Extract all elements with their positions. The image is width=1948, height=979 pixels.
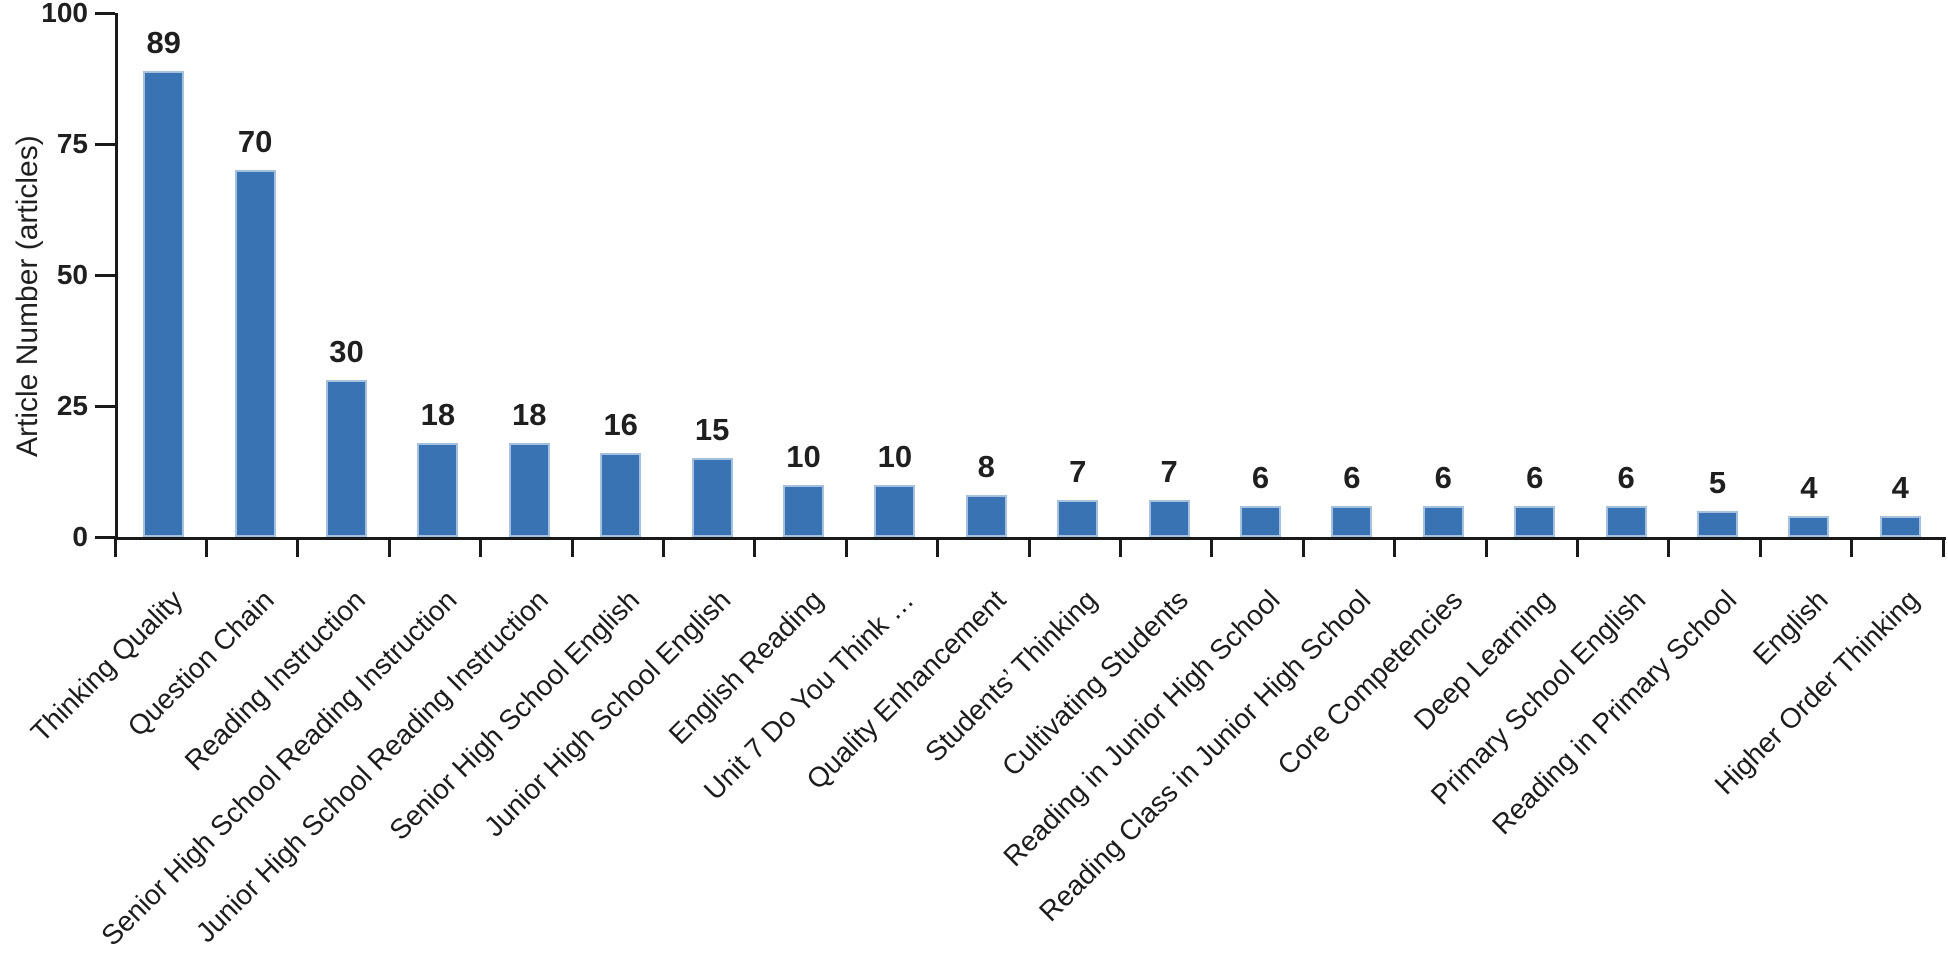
bar (1057, 500, 1099, 537)
bar (1697, 510, 1738, 537)
bar-value-label: 7 (1160, 454, 1178, 490)
bar-value-label: 5 (1708, 464, 1727, 500)
bar-value-label: 15 (694, 412, 730, 448)
bar-value-label: 18 (512, 396, 547, 432)
x-axis-tick (753, 537, 757, 557)
y-axis-tick-label: 100 (41, 0, 88, 28)
bar (1879, 516, 1921, 537)
bar-value-label: 6 (1526, 459, 1544, 495)
bar-value-label: 6 (1343, 459, 1361, 495)
bar-value-label: 10 (786, 438, 821, 474)
bar (1514, 505, 1556, 537)
bar (691, 458, 733, 537)
bar-value-label: 4 (1800, 470, 1818, 506)
bar-value-label: 8 (977, 449, 995, 485)
bar-value-label: 6 (1617, 459, 1635, 495)
bar-value-label: 16 (603, 407, 638, 443)
y-axis-tick-label: 0 (72, 521, 88, 552)
x-axis-tick (1027, 537, 1031, 557)
category-label: Thinking Quality (24, 584, 189, 748)
y-axis-tick (95, 273, 115, 277)
bar (600, 453, 642, 537)
category-label: Reading Class in Junior High School (1033, 584, 1377, 928)
bar-value-label: 30 (329, 333, 364, 369)
bar (965, 495, 1007, 537)
plot-area: 89 70 30 18 18 16 15 10 10 8 7 7 6 6 6 6 6 5 4 4 (115, 13, 1946, 540)
bar-value-label: 10 (877, 438, 913, 474)
bar-value-label: 89 (146, 24, 181, 60)
x-axis-tick (936, 537, 940, 557)
x-axis-tick (113, 537, 117, 557)
bar (326, 379, 367, 537)
bar (874, 484, 916, 537)
bar-value-label: 18 (420, 396, 456, 432)
x-axis-tick (1941, 537, 1945, 557)
bar (783, 484, 824, 537)
x-axis-tick (661, 537, 665, 557)
bar-value-label: 6 (1251, 459, 1270, 495)
x-axis-tick (296, 537, 300, 557)
bar (234, 170, 276, 537)
bar-value-label: 4 (1891, 470, 1909, 506)
x-axis-tick (1301, 537, 1305, 557)
x-axis-tick (1667, 537, 1671, 557)
x-axis-tick (570, 537, 574, 557)
y-axis-tick (95, 404, 115, 408)
x-axis-tick (479, 537, 483, 557)
category-label: English Reading (662, 584, 829, 751)
bar (1605, 505, 1647, 537)
category-label: Students’ Thinking (918, 584, 1103, 768)
bar-value-label: 7 (1069, 454, 1087, 490)
bar (1148, 500, 1190, 537)
category-label: English (1746, 584, 1834, 671)
x-axis-tick (204, 537, 208, 557)
x-axis-tick (1210, 537, 1214, 557)
y-axis-tick-label: 50 (56, 259, 88, 290)
x-axis-tick (844, 537, 848, 557)
x-axis-tick (1850, 537, 1854, 557)
bar (1422, 505, 1464, 537)
bar (143, 70, 185, 537)
bar-value-label: 6 (1434, 459, 1452, 495)
x-axis-tick (1393, 537, 1397, 557)
bar (508, 442, 550, 537)
x-axis-tick (1118, 537, 1122, 557)
bar (417, 442, 459, 537)
x-axis-tick (387, 537, 391, 557)
y-axis-tick (95, 535, 115, 539)
bar (1788, 516, 1830, 537)
y-axis-tick (95, 11, 115, 15)
x-axis-tick (1484, 537, 1488, 557)
y-axis-tick-label: 25 (56, 390, 88, 421)
x-axis-tick (1758, 537, 1762, 557)
bar (1331, 505, 1373, 537)
y-axis-tick-label: 75 (56, 128, 88, 159)
y-axis-tick (95, 142, 115, 146)
bar (1240, 505, 1281, 537)
bar-value-label: 70 (237, 124, 273, 160)
x-axis-tick (1575, 537, 1579, 557)
